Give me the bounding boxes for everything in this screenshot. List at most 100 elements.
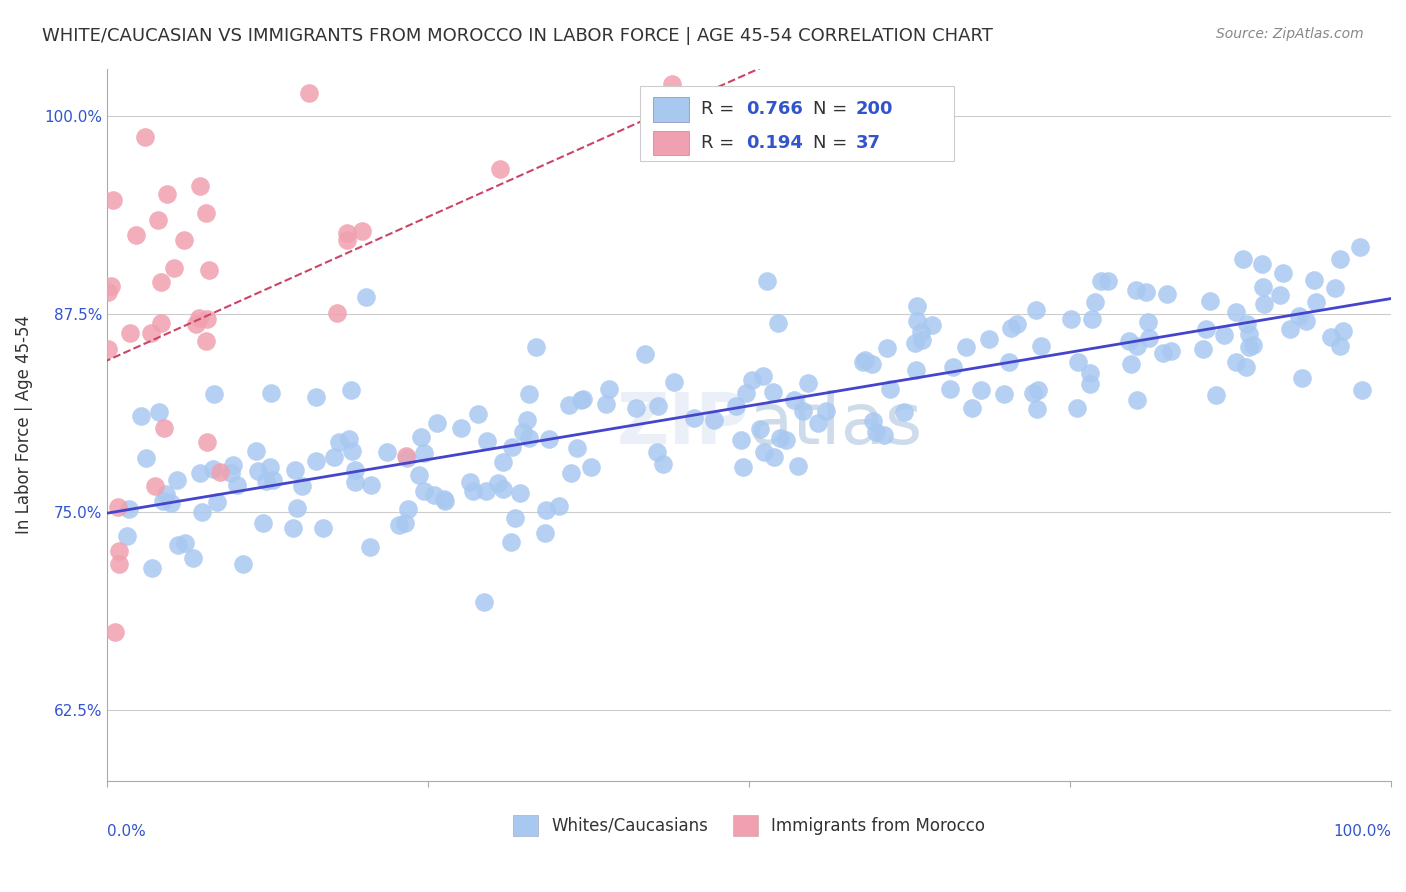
Point: [1234, 360, 1257, 375]
Point: [1348, 239, 1371, 253]
Point: [100, 278, 122, 293]
Point: [360, 478, 382, 492]
Point: [422, 488, 444, 502]
Point: [1212, 327, 1234, 342]
Point: [1118, 334, 1140, 348]
Point: [492, 483, 515, 497]
Point: [501, 535, 523, 549]
Point: [645, 445, 668, 459]
Point: [1291, 371, 1313, 385]
Point: [194, 334, 217, 348]
Point: [979, 333, 1001, 347]
Point: [135, 451, 157, 466]
Point: [108, 544, 131, 558]
Point: [731, 460, 754, 475]
Point: [860, 357, 883, 371]
Point: [205, 495, 228, 509]
Point: [1350, 384, 1372, 398]
Point: [259, 385, 281, 400]
Point: [115, 529, 138, 543]
Point: [652, 457, 675, 471]
Point: [1026, 383, 1049, 397]
FancyBboxPatch shape: [652, 130, 689, 155]
Point: [408, 468, 430, 483]
Point: [201, 462, 224, 476]
Point: [661, 78, 683, 92]
Point: [285, 500, 308, 515]
Point: [815, 404, 838, 418]
Point: [343, 475, 366, 489]
Point: [879, 382, 901, 396]
Text: 0.194: 0.194: [747, 135, 803, 153]
Point: [107, 500, 129, 514]
Point: [129, 409, 152, 424]
Point: [509, 485, 531, 500]
Point: [1029, 339, 1052, 353]
Point: [1160, 344, 1182, 359]
Point: [339, 383, 361, 397]
Point: [703, 413, 725, 427]
Point: [1329, 252, 1351, 266]
Point: [450, 421, 472, 435]
Point: [571, 392, 593, 407]
Point: [463, 484, 485, 499]
Point: [1000, 321, 1022, 335]
Point: [467, 407, 489, 421]
Point: [741, 372, 763, 386]
Point: [394, 516, 416, 530]
Point: [905, 313, 928, 327]
Point: [524, 340, 547, 354]
Point: [1323, 280, 1346, 294]
Point: [537, 433, 560, 447]
Point: [460, 475, 482, 489]
Text: N =: N =: [813, 100, 853, 118]
Point: [323, 450, 346, 465]
Point: [150, 275, 173, 289]
Point: [730, 433, 752, 447]
Point: [548, 499, 571, 513]
Point: [134, 129, 156, 144]
Point: [1225, 355, 1247, 369]
Point: [152, 493, 174, 508]
Point: [1295, 314, 1317, 328]
Point: [208, 466, 231, 480]
Point: [769, 431, 792, 445]
Point: [1320, 330, 1343, 344]
Point: [1331, 324, 1354, 338]
Point: [1253, 296, 1275, 310]
Point: [1080, 312, 1102, 326]
Point: [281, 520, 304, 534]
Point: [187, 311, 209, 326]
Point: [328, 435, 350, 450]
Point: [579, 459, 602, 474]
Point: [474, 595, 496, 609]
Point: [647, 399, 669, 413]
Point: [426, 416, 449, 430]
Point: [762, 384, 785, 399]
Point: [139, 326, 162, 340]
Point: [350, 224, 373, 238]
Point: [505, 511, 527, 525]
Point: [336, 233, 359, 247]
Point: [1205, 388, 1227, 402]
Point: [1067, 355, 1090, 369]
Point: [190, 505, 212, 519]
Point: [262, 473, 284, 487]
Point: [751, 369, 773, 384]
Point: [1026, 402, 1049, 417]
Point: [1305, 294, 1327, 309]
Point: [160, 496, 183, 510]
Point: [1288, 309, 1310, 323]
Point: [395, 450, 418, 465]
Point: [167, 538, 190, 552]
Point: [232, 558, 254, 572]
Point: [724, 399, 747, 413]
Point: [970, 383, 993, 397]
Point: [734, 386, 756, 401]
Point: [567, 441, 589, 455]
Point: [792, 403, 814, 417]
Point: [1078, 376, 1101, 391]
Point: [155, 487, 177, 501]
Point: [1225, 305, 1247, 319]
Point: [336, 226, 359, 240]
